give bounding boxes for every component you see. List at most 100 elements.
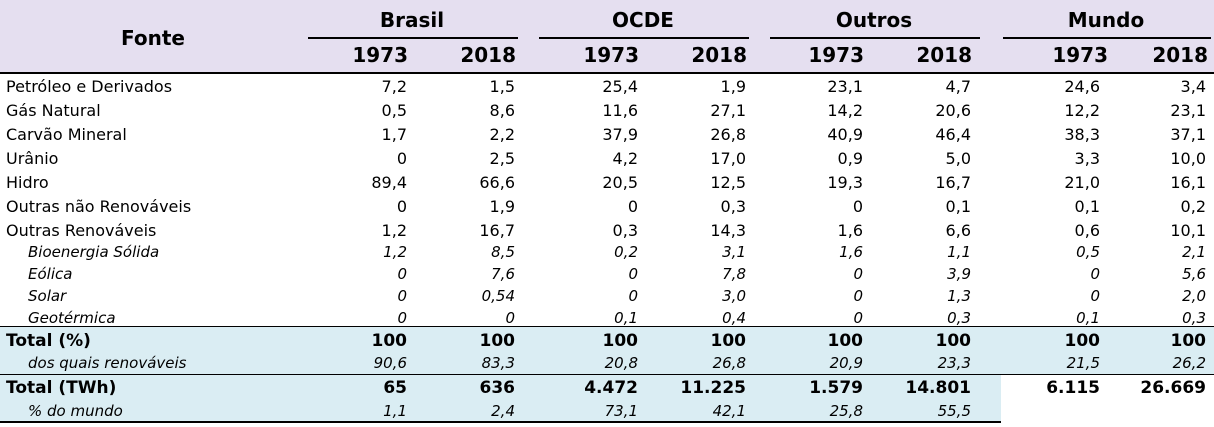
table-cell: 0,5 (381, 101, 407, 120)
table-cell: 0,3 (720, 197, 746, 216)
year-header: 1973 (583, 43, 639, 67)
year-header: 1973 (352, 43, 408, 67)
table-cell: 0 (396, 149, 407, 168)
table-cell: 26,8 (712, 354, 746, 372)
table-cell: 1,2 (381, 221, 407, 240)
table-cell: 4.472 (584, 378, 638, 398)
table-cell: 100 (1064, 331, 1101, 351)
table-cell: 46,4 (935, 125, 971, 144)
table-cell: 0,3 (947, 309, 971, 327)
table-cell: 37,1 (1170, 125, 1206, 144)
table-cell: 1,1 (947, 243, 971, 261)
table-cell: 25,4 (602, 77, 638, 96)
table-cell: 4,7 (945, 77, 971, 96)
row-label: % do mundo (28, 402, 123, 420)
table-cell: 1.579 (809, 378, 863, 398)
table-cell: 66,6 (479, 173, 515, 192)
table-cell: 0,6 (1074, 221, 1100, 240)
table-cell: 1,6 (837, 221, 863, 240)
table-cell: 0 (397, 287, 407, 305)
table-cell: 23,1 (1170, 101, 1206, 120)
table-cell: 6,6 (945, 221, 971, 240)
table-cell: 23,3 (937, 354, 971, 372)
table-cell: 0,1 (1074, 197, 1100, 216)
table-cell: 100 (602, 331, 639, 351)
table-cell: 0 (396, 197, 407, 216)
row-label: Bioenergia Sólida (28, 243, 160, 261)
table-cell: 89,4 (371, 173, 407, 192)
table-cell: 14.801 (905, 378, 971, 398)
table-cell: 2,1 (1182, 243, 1206, 261)
table-cell: 0 (627, 197, 638, 216)
row-label: Gás Natural (6, 101, 101, 120)
twh-divider (0, 374, 1214, 375)
table-cell: 1,9 (720, 77, 746, 96)
table-cell: 5,6 (1182, 265, 1206, 283)
year-header: 2018 (691, 43, 747, 67)
table-cell: 1,2 (383, 243, 407, 261)
year-header: 2018 (460, 43, 516, 67)
table-cell: 7,8 (722, 265, 746, 283)
table-cell: 17,0 (710, 149, 746, 168)
table-cell: 2,4 (491, 402, 515, 420)
table-cell: 55,5 (937, 402, 971, 420)
table-cell: 0,4 (722, 309, 746, 327)
table-cell: 8,6 (489, 101, 515, 120)
table-cell: 4,2 (612, 149, 638, 168)
table-cell: 21,5 (1066, 354, 1100, 372)
table-cell: 16,7 (479, 221, 515, 240)
table-cell: 100 (827, 331, 864, 351)
row-label: Outras Renováveis (6, 221, 157, 240)
table-cell: 12,2 (1064, 101, 1100, 120)
table-cell: 1,3 (947, 287, 971, 305)
table-cell: 3,9 (947, 265, 971, 283)
table-cell: 3,4 (1180, 77, 1206, 96)
table-cell: 0,9 (837, 149, 863, 168)
group-header-ocde: OCDE (612, 8, 674, 32)
row-label: dos quais renováveis (28, 354, 187, 372)
year-header: 2018 (916, 43, 972, 67)
table-cell: 7,6 (491, 265, 515, 283)
year-header: 1973 (808, 43, 864, 67)
total-divider (0, 326, 1214, 327)
table-cell: 0 (1090, 265, 1100, 283)
row-label: Carvão Mineral (6, 125, 127, 144)
row-label: Eólica (28, 265, 73, 283)
table-cell: 37,9 (602, 125, 638, 144)
table-cell: 636 (479, 378, 516, 398)
table-cell: 10,0 (1170, 149, 1206, 168)
table-cell: 23,1 (827, 77, 863, 96)
table-cell: 12,5 (710, 173, 746, 192)
table-cell: 0,1 (1076, 309, 1100, 327)
table-cell: 5,0 (945, 149, 971, 168)
table-cell: 2,0 (1182, 287, 1206, 305)
table-cell: 100 (479, 331, 516, 351)
table-cell: 20,8 (604, 354, 638, 372)
table-cell: 38,3 (1064, 125, 1100, 144)
table-cell: 3,3 (1074, 149, 1100, 168)
table-cell: 26.669 (1140, 378, 1206, 398)
row-label: Urânio (6, 149, 59, 168)
row-label: Total (TWh) (6, 378, 117, 398)
group-underline-outros (770, 37, 980, 39)
table-cell: 1,9 (489, 197, 515, 216)
table-cell: 14,2 (827, 101, 863, 120)
table-cell: 1,1 (383, 402, 407, 420)
table-cell: 1,7 (381, 125, 407, 144)
year-header: 1973 (1052, 43, 1108, 67)
row-label: Petróleo e Derivados (6, 77, 173, 96)
table-cell: 10,1 (1170, 221, 1206, 240)
table-cell: 0,2 (614, 243, 638, 261)
table-cell: 16,1 (1170, 173, 1206, 192)
table-cell: 40,9 (827, 125, 863, 144)
table-cell: 26,8 (710, 125, 746, 144)
table-cell: 2,5 (489, 149, 515, 168)
table-cell: 0,1 (945, 197, 971, 216)
table-cell: 8,5 (491, 243, 515, 261)
table-cell: 26,2 (1172, 354, 1206, 372)
table-bottom-rule (0, 421, 1001, 423)
group-underline-brasil (308, 37, 518, 39)
row-label: Outras não Renováveis (6, 197, 192, 216)
fonte-header: Fonte (121, 26, 185, 50)
table-cell: 0 (628, 265, 638, 283)
